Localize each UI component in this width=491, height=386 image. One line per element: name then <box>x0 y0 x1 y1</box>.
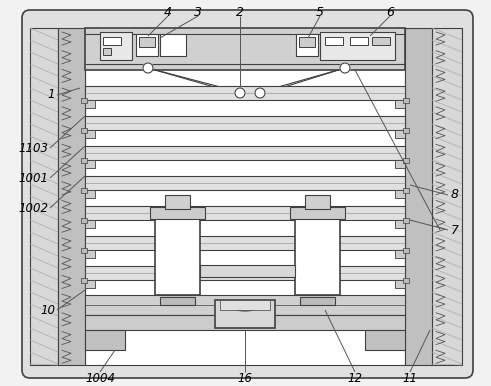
FancyBboxPatch shape <box>22 10 473 378</box>
Bar <box>403 98 409 103</box>
Circle shape <box>340 63 350 73</box>
Bar <box>85 28 405 365</box>
Text: 1002: 1002 <box>18 201 48 215</box>
Bar <box>160 34 186 56</box>
Bar <box>160 297 195 305</box>
Bar <box>295 215 340 295</box>
Text: 5: 5 <box>316 5 324 19</box>
Bar <box>103 37 121 45</box>
Bar <box>325 37 343 45</box>
Bar <box>85 295 405 315</box>
Text: 4: 4 <box>164 5 172 19</box>
Bar <box>85 130 95 138</box>
Bar <box>81 188 87 193</box>
Bar <box>30 28 58 365</box>
Bar <box>85 160 95 168</box>
Bar <box>85 206 405 220</box>
Bar <box>81 248 87 253</box>
Text: 1: 1 <box>48 88 55 102</box>
Bar <box>395 280 405 288</box>
Bar <box>81 218 87 223</box>
Text: 3: 3 <box>194 5 202 19</box>
Text: 2: 2 <box>236 5 244 19</box>
Circle shape <box>255 88 265 98</box>
Bar <box>85 330 125 350</box>
Bar <box>150 207 205 219</box>
Bar <box>403 188 409 193</box>
Bar <box>81 278 87 283</box>
Bar <box>372 37 390 45</box>
Bar <box>85 250 95 258</box>
Text: 1103: 1103 <box>18 142 48 154</box>
Bar <box>403 248 409 253</box>
Bar <box>290 207 345 219</box>
Bar <box>85 28 405 70</box>
Text: 7: 7 <box>451 223 459 237</box>
Bar <box>85 116 405 130</box>
Bar <box>395 130 405 138</box>
Bar <box>85 315 405 330</box>
Bar <box>395 190 405 198</box>
Bar <box>296 34 318 56</box>
Bar <box>403 128 409 133</box>
Bar <box>215 300 275 328</box>
Bar <box>58 28 85 365</box>
Bar <box>85 176 405 190</box>
Bar <box>165 195 190 209</box>
Bar <box>403 278 409 283</box>
Circle shape <box>143 63 153 73</box>
Bar <box>395 160 405 168</box>
Bar <box>395 100 405 108</box>
Bar <box>85 236 405 250</box>
Bar <box>300 297 335 305</box>
Bar <box>305 195 330 209</box>
Bar <box>200 265 295 277</box>
Bar <box>299 37 315 47</box>
Bar <box>85 266 405 280</box>
Text: 16: 16 <box>238 371 252 384</box>
Bar <box>395 220 405 228</box>
Bar <box>85 100 95 108</box>
Bar <box>103 48 111 55</box>
Text: 12: 12 <box>348 371 362 384</box>
Bar <box>85 86 405 100</box>
Text: 6: 6 <box>386 5 394 19</box>
Bar <box>136 34 158 56</box>
Bar <box>432 28 462 365</box>
Bar <box>220 88 280 98</box>
Text: 11: 11 <box>403 371 417 384</box>
Bar <box>365 330 405 350</box>
Bar <box>320 32 395 60</box>
Bar <box>81 158 87 163</box>
Text: 1004: 1004 <box>85 371 115 384</box>
Circle shape <box>235 88 245 98</box>
Bar <box>403 218 409 223</box>
Bar <box>81 128 87 133</box>
Text: 8: 8 <box>451 188 459 201</box>
Bar <box>85 280 95 288</box>
Bar <box>395 250 405 258</box>
Bar <box>139 37 155 47</box>
Bar <box>85 190 95 198</box>
Text: 10: 10 <box>40 303 55 317</box>
Bar <box>85 146 405 160</box>
Bar <box>405 28 432 365</box>
Bar <box>85 220 95 228</box>
Bar <box>220 300 270 310</box>
Text: 1001: 1001 <box>18 171 48 185</box>
Bar <box>81 98 87 103</box>
Bar <box>155 215 200 295</box>
Bar <box>350 37 368 45</box>
Bar <box>403 158 409 163</box>
Bar <box>100 32 132 60</box>
